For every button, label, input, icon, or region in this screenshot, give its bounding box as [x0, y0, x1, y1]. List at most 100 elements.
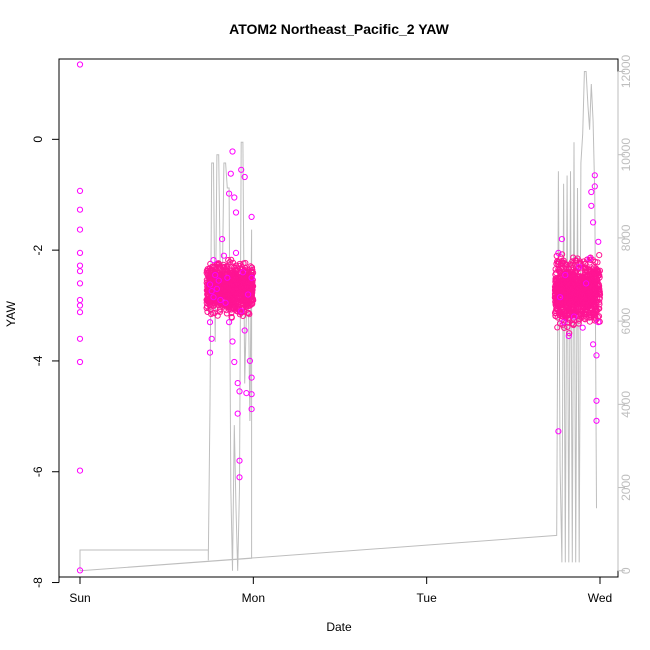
- y2-tick-label: 2000: [619, 474, 633, 501]
- data-point: [579, 324, 586, 331]
- cluster-point: [245, 309, 252, 317]
- data-point: [76, 302, 84, 309]
- cluster-point: [223, 310, 230, 317]
- y2-tick-label: 0: [619, 567, 633, 574]
- cluster-point: [225, 257, 232, 264]
- data-point: [565, 332, 572, 340]
- chart-title: ATOM2 Northeast_Pacific_2 YAW: [229, 21, 449, 37]
- cluster-point: [580, 303, 588, 310]
- cluster-point: [578, 314, 585, 321]
- y-tick-label: -8: [31, 577, 45, 588]
- data-point: [248, 391, 255, 398]
- cluster-point: [594, 259, 601, 266]
- data-point: [583, 280, 590, 287]
- cluster-point: [214, 262, 221, 269]
- data-point: [236, 474, 243, 481]
- data-point: [236, 388, 243, 395]
- cluster-point: [595, 305, 602, 312]
- cluster-point: [556, 280, 563, 287]
- cluster-point: [573, 299, 580, 306]
- data-point: [76, 206, 84, 213]
- cluster-point: [207, 303, 214, 310]
- cluster-point: [572, 304, 579, 311]
- cluster-point: [218, 293, 225, 300]
- data-point: [210, 294, 217, 301]
- cluster-point: [572, 257, 579, 264]
- data-point: [213, 285, 220, 292]
- cluster-point: [562, 291, 569, 298]
- cluster-point: [570, 320, 577, 328]
- cluster-point: [573, 265, 580, 272]
- cluster-point: [228, 302, 236, 309]
- data-point: [76, 268, 84, 275]
- cluster-point: [228, 256, 235, 263]
- data-point: [241, 327, 248, 334]
- data-point: [76, 335, 84, 342]
- data-point: [232, 249, 240, 256]
- cluster-point: [228, 309, 235, 317]
- data-point: [226, 319, 233, 326]
- cluster-point: [561, 324, 568, 331]
- data-point: [586, 255, 593, 262]
- cluster-point: [591, 281, 598, 288]
- cluster-point: [210, 270, 217, 277]
- data-point: [555, 428, 562, 435]
- data-point: [234, 380, 241, 387]
- cluster-point: [593, 266, 600, 273]
- y-axis-label: YAW: [4, 300, 18, 327]
- x-axis-label: Date: [326, 620, 352, 634]
- cluster-point: [224, 268, 231, 275]
- x-tick-label: Mon: [242, 591, 265, 605]
- data-point: [226, 190, 233, 197]
- data-point: [76, 187, 84, 194]
- data-point: [557, 294, 564, 301]
- cluster-point: [554, 286, 561, 293]
- cluster-point: [245, 284, 252, 291]
- data-point: [248, 213, 255, 220]
- cluster-point: [575, 260, 582, 267]
- cluster-point: [241, 303, 248, 311]
- cluster-point: [211, 310, 218, 317]
- cluster-point: [568, 312, 575, 319]
- cluster-point: [569, 258, 576, 265]
- data-point: [215, 277, 222, 284]
- data-point: [248, 406, 255, 413]
- cluster-point: [573, 307, 580, 314]
- cluster-point: [207, 284, 214, 291]
- cluster-point: [555, 301, 562, 308]
- data-point: [206, 319, 214, 326]
- cluster-point: [592, 292, 599, 299]
- cluster-point: [596, 289, 603, 296]
- data-point: [231, 194, 238, 201]
- cluster-point: [221, 285, 228, 292]
- data-point: [210, 257, 217, 264]
- cluster-point: [234, 290, 241, 297]
- x-tick-label: Wed: [588, 591, 612, 605]
- data-point: [76, 296, 84, 304]
- cluster-point: [227, 296, 235, 303]
- x-tick-label: Sun: [69, 591, 90, 605]
- cluster-point: [563, 261, 570, 269]
- data-point: [217, 296, 224, 304]
- cluster-point: [577, 276, 584, 283]
- y2-tick-label: 10000: [619, 138, 633, 172]
- data-point: [76, 226, 84, 233]
- cluster-point: [245, 301, 252, 308]
- data-point: [229, 148, 236, 155]
- data-point: [212, 272, 219, 279]
- cluster-point: [218, 277, 225, 284]
- cluster-point: [582, 316, 589, 323]
- cluster-point: [232, 276, 239, 283]
- cluster-point: [580, 265, 587, 272]
- data-point: [591, 183, 598, 190]
- cluster-point: [236, 281, 243, 288]
- cluster-point: [557, 268, 564, 275]
- y2-tick-label: 6000: [619, 307, 633, 334]
- cluster-point: [555, 307, 562, 314]
- data-point: [239, 269, 246, 276]
- data-point: [236, 457, 243, 464]
- cluster-point: [565, 265, 572, 272]
- cluster-point: [227, 289, 234, 296]
- x-tick-label: Tue: [417, 591, 438, 605]
